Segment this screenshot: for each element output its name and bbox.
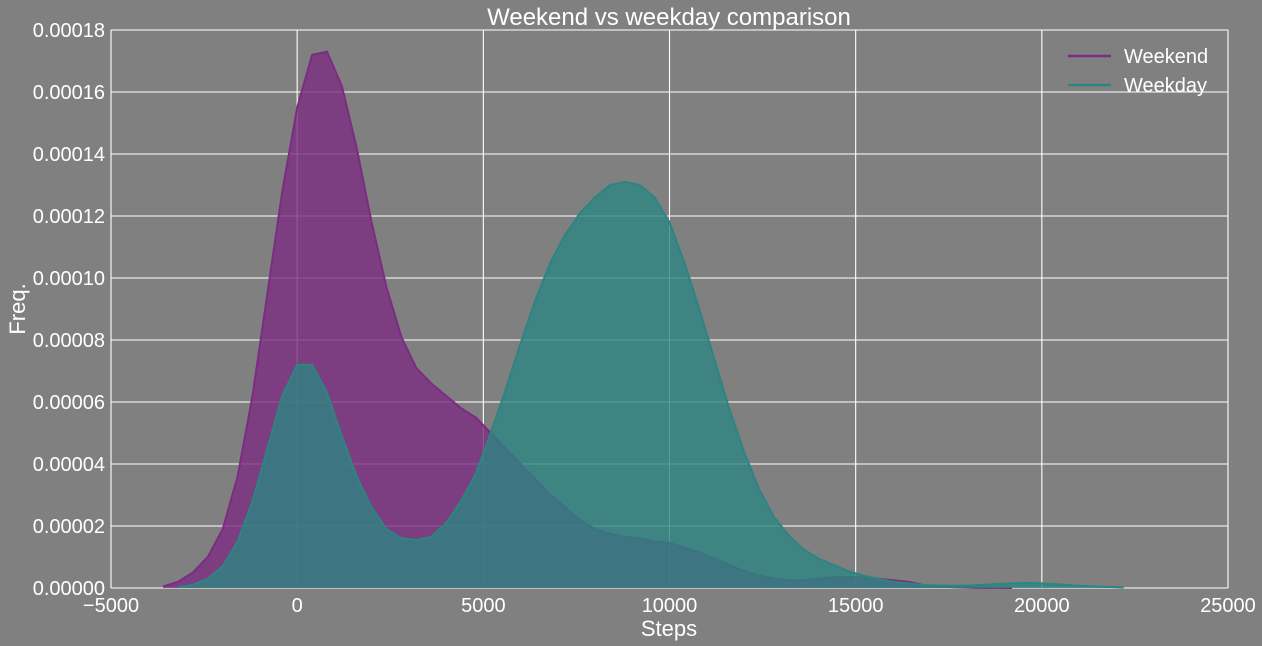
y-tick-label: 0.00000 [33, 578, 105, 600]
x-tick-label: 0 [292, 595, 303, 617]
y-tick-label: 0.00002 [33, 516, 105, 538]
area-weekend [163, 51, 1013, 588]
density-areas [162, 50, 1124, 589]
y-tick-label: 0.00008 [33, 330, 105, 352]
x-tick-label: 25000 [1200, 595, 1256, 617]
chart-title: Weekend vs weekday comparison [487, 4, 851, 31]
y-tick-label: 0.00014 [33, 144, 105, 166]
area-weekday [178, 181, 1124, 588]
y-axis-title: Freq. [5, 283, 30, 334]
y-tick-label: 0.00004 [33, 454, 105, 476]
x-tick-label: 5000 [461, 595, 506, 617]
y-tick-label: 0.00016 [33, 82, 105, 104]
x-tick-label: −5000 [83, 595, 139, 617]
legend: Weekend Weekday [1068, 46, 1208, 97]
x-tick-label: 10000 [642, 595, 698, 617]
y-tick-label: 0.00010 [33, 268, 105, 290]
line-weekday [177, 180, 1124, 589]
legend-label-weekday: Weekday [1124, 75, 1207, 97]
y-tick-label: 0.00018 [33, 20, 105, 42]
y-axis-ticks: 0.00000 0.00002 0.00004 0.00006 0.00008 0.000… [33, 20, 105, 600]
y-tick-label: 0.00012 [33, 206, 105, 228]
x-axis-ticks: −5000 0 5000 10000 15000 20000 25000 [83, 595, 1256, 617]
x-tick-label: 15000 [828, 595, 884, 617]
y-tick-label: 0.00006 [33, 392, 105, 414]
x-tick-label: 20000 [1014, 595, 1070, 617]
x-axis-title: Steps [641, 616, 697, 641]
legend-label-weekend: Weekend [1124, 46, 1208, 68]
